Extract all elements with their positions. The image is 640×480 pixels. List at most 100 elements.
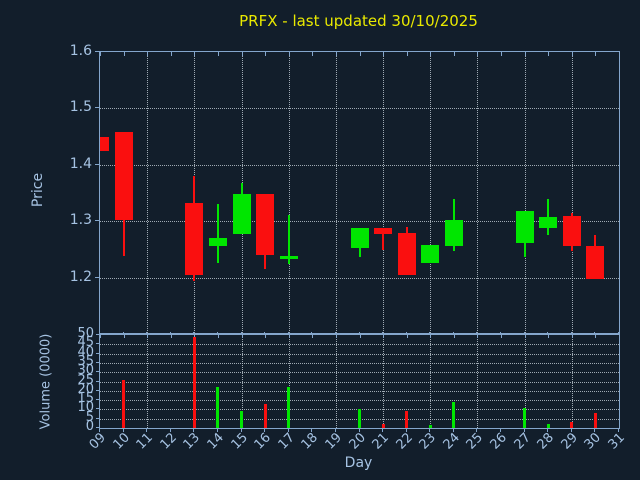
candle-body-down (185, 203, 204, 275)
x-tick (477, 335, 479, 338)
volume-y-tick (96, 380, 99, 382)
volume-y-tick (96, 408, 99, 410)
day-tick-label: 11 (133, 430, 157, 453)
x-tick (240, 332, 242, 335)
x-tick (618, 428, 619, 432)
candle-body-down (374, 228, 393, 234)
x-tick (170, 335, 172, 338)
day-tick-label: 28 (534, 430, 558, 453)
x-tick (359, 335, 361, 338)
x-tick (194, 52, 196, 56)
x-tick (335, 335, 337, 338)
price-tick-label: 1.2 (69, 268, 92, 285)
x-tick (594, 428, 596, 432)
x-tick (193, 428, 195, 432)
candle-body-up (279, 255, 298, 259)
day-gridline (288, 52, 290, 333)
x-tick (147, 335, 149, 338)
volume-y-tick (96, 352, 99, 354)
candle-wick (382, 228, 385, 251)
x-tick (619, 52, 620, 56)
candle-body-up (539, 216, 558, 229)
x-tick (193, 332, 195, 335)
volume-y-tick (96, 371, 99, 373)
volume-gridline (100, 353, 619, 355)
day-gridline (477, 335, 479, 428)
candle-body-up (232, 193, 251, 235)
x-tick (429, 332, 431, 335)
day-tick-label: 25 (464, 430, 487, 453)
volume-gridline (100, 372, 619, 374)
volume-plot (99, 334, 620, 429)
candle-body-down (100, 136, 109, 152)
day-tick-label: 22 (393, 430, 416, 453)
day-tick-label: 24 (440, 430, 463, 453)
x-tick (359, 52, 361, 56)
volume-tick-label: 30 (77, 363, 94, 379)
volume-tick-label: 50 (77, 326, 94, 341)
price-gridline (100, 108, 619, 110)
x-tick (265, 335, 267, 338)
x-tick (216, 428, 218, 432)
price-y-tick (95, 107, 99, 109)
x-tick (570, 428, 572, 432)
day-gridline (430, 335, 432, 428)
x-tick (312, 335, 314, 338)
day-gridline (335, 335, 337, 428)
day-tick-label: 17 (275, 430, 298, 453)
x-tick (500, 428, 502, 432)
x-tick (547, 332, 549, 335)
candle-body-up (444, 220, 463, 247)
volume-bar (216, 387, 220, 428)
x-tick (334, 428, 336, 432)
x-tick (241, 52, 243, 56)
x-tick (524, 335, 526, 338)
volume-bar (452, 401, 456, 428)
x-tick (452, 332, 454, 335)
day-tick-label: 19 (322, 430, 345, 453)
price-gridline (100, 221, 619, 223)
volume-bar (192, 336, 196, 428)
volume-bar (405, 411, 409, 428)
day-tick-label: 13 (180, 430, 204, 453)
x-tick (405, 428, 407, 432)
volume-bar (381, 424, 385, 428)
price-axis-label: Price (30, 172, 46, 208)
x-tick (383, 335, 385, 338)
price-y-tick (95, 51, 99, 52)
day-gridline (524, 52, 526, 333)
x-tick (476, 332, 478, 335)
x-tick (476, 428, 478, 432)
candle-wick (216, 204, 219, 264)
x-tick (169, 332, 171, 335)
candle-wick (287, 214, 290, 265)
x-tick (217, 52, 219, 56)
volume-gridline (100, 390, 619, 392)
volume-bar (263, 403, 267, 428)
x-tick (594, 332, 596, 335)
x-tick (453, 52, 455, 56)
candle-body-up (421, 244, 440, 264)
volume-tick-label: 20 (77, 381, 94, 397)
volume-gridline (100, 381, 619, 383)
x-tick (170, 52, 172, 56)
x-tick (501, 52, 503, 56)
volume-bar (428, 425, 432, 428)
day-tick-label: 10 (110, 430, 133, 453)
price-tick-label: 1.3 (69, 212, 92, 229)
x-tick (547, 428, 549, 432)
x-tick (501, 335, 503, 338)
volume-bar (523, 407, 527, 428)
candle-body-down (562, 216, 581, 247)
x-axis-label: Day (344, 455, 373, 471)
x-tick (288, 335, 290, 338)
x-tick (523, 332, 525, 335)
volume-tick-label: 0 (85, 419, 94, 434)
volume-bar (287, 387, 291, 428)
x-tick (358, 428, 360, 432)
volume-gridline (100, 400, 619, 402)
x-tick (287, 332, 289, 335)
x-tick (334, 332, 336, 335)
x-tick (548, 52, 550, 56)
